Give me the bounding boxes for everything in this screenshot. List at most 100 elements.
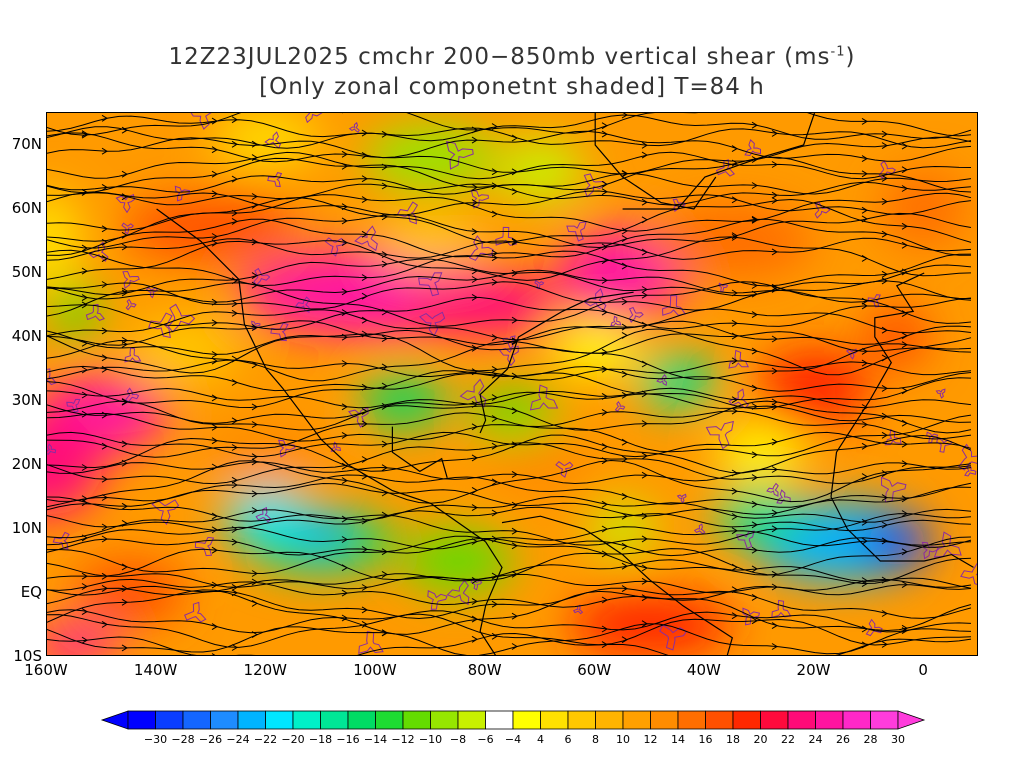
shade-region-22 — [469, 388, 557, 440]
streamline-arrow — [771, 466, 778, 473]
colorbar-swatch — [650, 710, 679, 730]
streamline-16 — [47, 249, 972, 287]
streamline-arrow — [231, 300, 238, 308]
streamline-arrow — [121, 287, 128, 295]
streamline-arrow — [81, 188, 88, 196]
lon-label: 120W — [243, 661, 288, 679]
colorbar-swatch — [732, 710, 761, 730]
streamline-arrow — [81, 294, 88, 302]
contour-58 — [628, 306, 644, 323]
colorbar-swatch — [265, 710, 294, 730]
streamline-arrow — [491, 168, 498, 176]
streamline-arrow — [471, 199, 478, 207]
streamline-arrow — [901, 142, 908, 150]
streamline-41 — [47, 482, 972, 517]
contour-51 — [47, 443, 57, 455]
contour-17 — [270, 322, 289, 342]
contour-5 — [446, 579, 470, 606]
streamline-arrow — [511, 316, 518, 324]
streamline-arrow — [341, 150, 348, 158]
streamline-arrow — [251, 421, 258, 428]
streamline-arrow — [601, 180, 608, 188]
streamline-arrow — [251, 201, 258, 209]
streamline-arrow — [121, 459, 128, 467]
streamline-arrow — [621, 331, 628, 339]
streamline-arrow — [361, 456, 368, 463]
streamline-arrow — [81, 366, 88, 374]
colorbar-swatch — [210, 710, 239, 730]
streamline-arrow — [121, 336, 128, 344]
streamline-arrow — [751, 290, 758, 298]
streamline-arrow — [511, 407, 518, 415]
streamline-arrow — [621, 323, 628, 331]
colorbar-label: 6 — [565, 733, 572, 746]
streamline-arrow — [231, 116, 238, 124]
colorbar-label: −8 — [450, 733, 466, 746]
streamline-arrow — [341, 477, 348, 485]
contour-67 — [418, 272, 443, 297]
streamline-44 — [47, 509, 972, 546]
streamline-arrow — [731, 233, 738, 241]
colorbar-label: −6 — [477, 733, 493, 746]
streamline-20 — [47, 281, 972, 327]
contour-31 — [184, 601, 207, 623]
contour-36 — [148, 312, 173, 339]
streamline-arrow — [491, 334, 498, 342]
shade-region-14 — [211, 113, 322, 165]
contour-25 — [495, 226, 518, 246]
streamline-arrow — [511, 269, 518, 277]
colorbar-swatch — [842, 710, 871, 730]
streamline-arrow — [231, 644, 238, 651]
contour-69 — [661, 294, 687, 316]
streamline-arrow — [211, 357, 218, 365]
streamline-arrow — [621, 235, 628, 243]
streamline-54 — [47, 609, 972, 634]
streamline-arrow — [211, 623, 218, 631]
streamline-arrow — [751, 451, 758, 459]
streamline-arrow — [861, 473, 868, 481]
streamline-arrow — [491, 254, 498, 262]
streamline-arrow — [251, 238, 258, 246]
streamline-arrow — [641, 620, 648, 628]
streamline-arrow — [341, 462, 348, 470]
streamline-30 — [47, 387, 972, 409]
streamline-arrow — [601, 500, 608, 508]
streamline-arrow — [751, 521, 758, 529]
streamline-arrow — [751, 565, 758, 573]
streamline-arrow — [381, 402, 388, 410]
colorbar-label: 22 — [781, 733, 795, 746]
streamline-arrow — [861, 254, 868, 262]
streamline-arrow — [101, 354, 108, 362]
colorbar-label: 8 — [592, 733, 599, 746]
streamline-arrow — [641, 594, 648, 602]
shade-region-34 — [551, 324, 640, 376]
lon-label: 40W — [686, 661, 721, 679]
streamline-arrow — [381, 335, 388, 343]
colorbar-swatch — [457, 710, 486, 730]
streamline-arrow — [251, 453, 258, 461]
streamline-arrow — [881, 521, 888, 529]
streamline-arrow — [491, 394, 498, 402]
streamline-arrow — [901, 627, 908, 635]
colorbar-swatch — [567, 710, 596, 730]
streamline-arrow — [491, 600, 498, 608]
streamline-arrow — [81, 391, 88, 399]
streamline-arrow — [81, 534, 88, 542]
streamline-arrow — [211, 526, 218, 534]
streamline-arrow — [361, 517, 368, 525]
streamline-arrow — [361, 196, 368, 204]
streamline-arrow — [511, 237, 518, 245]
streamline-arrow — [601, 525, 608, 533]
colorbar-swatch — [237, 710, 266, 730]
streamline-arrow — [491, 478, 498, 486]
streamline-arrow — [101, 365, 108, 373]
contour-12 — [255, 506, 272, 523]
streamline-arrow — [511, 188, 518, 195]
streamline-arrow — [881, 174, 888, 182]
contour-13 — [884, 428, 902, 446]
contour-45 — [614, 400, 626, 412]
streamline-arrow — [601, 130, 608, 138]
streamline-arrow — [641, 198, 648, 206]
streamline-arrow — [751, 216, 758, 224]
streamline-arrow — [361, 620, 368, 628]
